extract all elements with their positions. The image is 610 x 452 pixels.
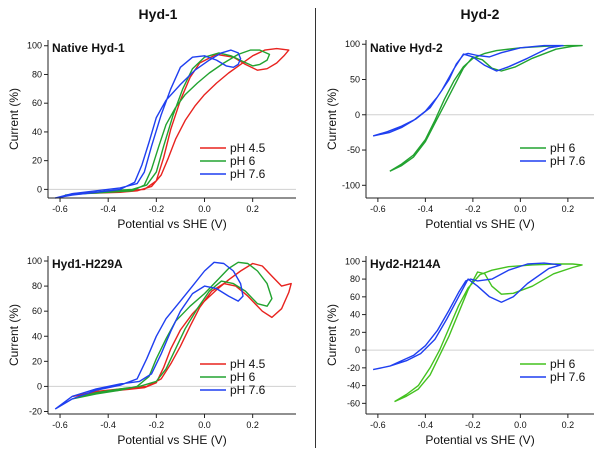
column-title-hyd2: Hyd-2 [460, 6, 500, 22]
x-tick-label: -0.4 [100, 420, 116, 430]
x-tick-label: -0.2 [149, 420, 165, 430]
panel-title: Hyd2-H214A [370, 257, 441, 271]
legend-label: pH 7.6 [230, 383, 266, 397]
legend-label: pH 4.5 [230, 357, 266, 371]
y-tick-label: 100 [27, 256, 42, 266]
x-tick-label: -0.4 [418, 420, 434, 430]
x-tick-label: -0.6 [52, 420, 68, 430]
series-line-ph-4-5 [72, 47, 290, 195]
x-axis-label: Potential vs SHE (V) [425, 217, 534, 231]
y-axis-label: Current (%) [325, 88, 339, 150]
x-tick-label: 0.2 [562, 204, 575, 214]
x-tick-label: -0.2 [149, 204, 165, 214]
legend-label: pH 7.6 [550, 370, 586, 384]
x-tick-label: 0.0 [198, 204, 211, 214]
series-line-ph-7-6 [54, 261, 244, 410]
y-tick-label: 40 [32, 331, 42, 341]
y-tick-label: 20 [32, 156, 42, 166]
x-tick-label: 0.2 [246, 420, 259, 430]
y-tick-label: 0 [355, 345, 360, 355]
y-tick-label: 60 [350, 292, 360, 302]
y-tick-label: -40 [347, 381, 360, 391]
x-tick-label: -0.6 [370, 420, 386, 430]
series-line-ph-7-6 [372, 262, 562, 371]
x-tick-label: 0.2 [562, 420, 575, 430]
y-tick-label: 50 [350, 75, 360, 85]
x-tick-label: -0.6 [52, 204, 68, 214]
legend-label: pH 4.5 [230, 141, 266, 155]
y-axis-label: Current (%) [7, 304, 21, 366]
y-tick-label: 20 [350, 327, 360, 337]
series-line-ph-4-5 [71, 262, 292, 398]
x-tick-label: -0.2 [465, 420, 481, 430]
x-tick-label: 0.2 [246, 204, 259, 214]
x-tick-label: -0.4 [418, 204, 434, 214]
column-divider [315, 8, 316, 448]
y-tick-label: 80 [32, 69, 42, 79]
column-title-hyd1: Hyd-1 [138, 6, 178, 22]
y-tick-label: 80 [350, 274, 360, 284]
y-tick-label: -20 [29, 406, 42, 416]
legend-label: pH 6 [230, 370, 256, 384]
panel-title: Native Hyd-2 [370, 41, 443, 55]
y-tick-label: 100 [27, 41, 42, 51]
y-tick-label: 40 [350, 310, 360, 320]
y-tick-label: -50 [347, 145, 360, 155]
series-line-ph-7-6 [372, 44, 564, 137]
x-tick-label: 0.0 [198, 420, 211, 430]
y-tick-label: 100 [345, 256, 360, 266]
legend-label: pH 6 [550, 357, 576, 371]
x-axis-label: Potential vs SHE (V) [117, 217, 226, 231]
x-tick-label: 0.0 [514, 204, 527, 214]
series-line-ph-6 [64, 49, 271, 196]
panel-title: Native Hyd-1 [52, 41, 125, 55]
legend-label: pH 6 [550, 141, 576, 155]
x-axis-label: Potential vs SHE (V) [117, 433, 226, 447]
y-tick-label: -60 [347, 398, 360, 408]
y-tick-label: 100 [345, 39, 360, 49]
legend-label: pH 7.6 [550, 154, 586, 168]
legend-label: pH 7.6 [230, 167, 266, 181]
x-tick-label: -0.6 [370, 204, 386, 214]
y-tick-label: -100 [342, 180, 360, 190]
y-tick-label: 0 [37, 381, 42, 391]
series-line-ph-6 [71, 261, 273, 400]
y-tick-label: 80 [32, 281, 42, 291]
y-tick-label: 60 [32, 306, 42, 316]
x-tick-label: 0.0 [514, 420, 527, 430]
y-tick-label: 0 [355, 110, 360, 120]
y-tick-label: 60 [32, 98, 42, 108]
y-axis-label: Current (%) [7, 88, 21, 150]
x-axis-label: Potential vs SHE (V) [425, 433, 534, 447]
y-tick-label: 0 [37, 184, 42, 194]
y-tick-label: -20 [347, 363, 360, 373]
y-tick-label: 20 [32, 356, 42, 366]
series-line-ph-6 [389, 44, 583, 172]
x-tick-label: -0.4 [100, 204, 116, 214]
series-line-ph-7-6 [55, 49, 242, 199]
y-axis-label: Current (%) [325, 304, 339, 366]
legend-label: pH 6 [230, 154, 256, 168]
y-tick-label: 40 [32, 127, 42, 137]
panel-title: Hyd1-H229A [52, 257, 123, 271]
series-line-ph-6 [394, 263, 583, 403]
x-tick-label: -0.2 [465, 204, 481, 214]
